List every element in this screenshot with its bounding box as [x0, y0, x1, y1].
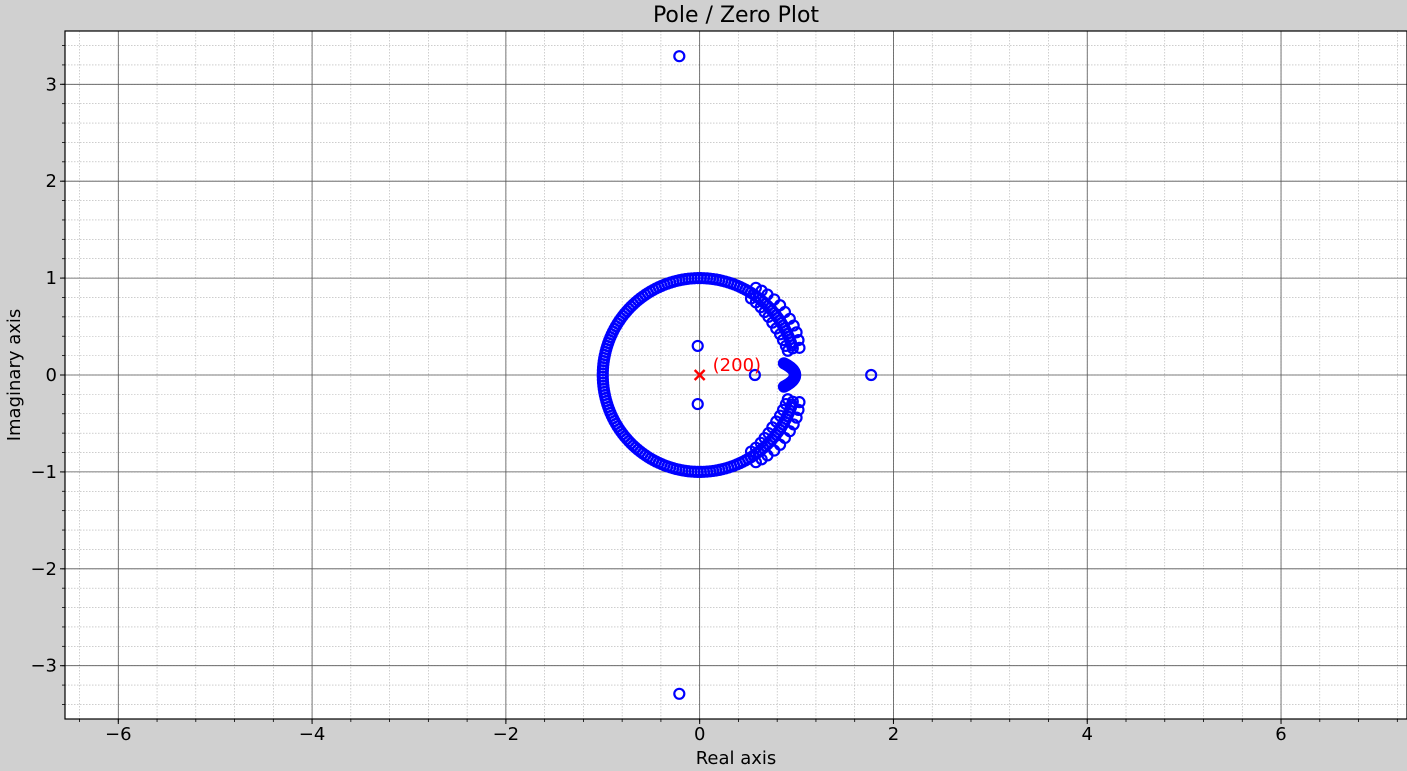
zero-marker — [673, 50, 686, 63]
x-tick-label: −6 — [105, 724, 132, 745]
poles-layer: (200) — [693, 355, 761, 381]
zero-marker-outer-arc — [792, 403, 805, 416]
zero-marker-inner-arc — [776, 403, 790, 416]
x-axis-label: Real axis — [696, 748, 777, 769]
y-tick-label: 1 — [46, 268, 57, 289]
zero-marker — [691, 397, 704, 411]
y-tick-label: 3 — [46, 74, 57, 95]
zero-marker-band — [777, 357, 791, 370]
tick-labels: −6 −4 −2 0 2 4 6 −3 −2 −1 0 1 2 3 — [30, 45, 1398, 745]
y-tick-label: −3 — [30, 656, 57, 677]
x-tick-label: −2 — [493, 724, 520, 745]
zero-marker-inner-arc — [773, 328, 787, 341]
zero-marker-outer-arc — [787, 418, 800, 431]
zero-marker-outer-arc — [787, 319, 800, 332]
pole-multiplicity-label: (200) — [713, 355, 761, 376]
x-tick-label: 6 — [1275, 724, 1286, 745]
y-tick-label: −1 — [30, 462, 57, 483]
y-tick-label: 2 — [46, 171, 57, 192]
y-tick-label: −2 — [30, 559, 57, 580]
zero-marker — [673, 687, 686, 700]
y-axis-label: Imaginary axis — [4, 309, 25, 442]
x-tick-label: 2 — [888, 724, 899, 745]
zero-marker — [691, 339, 704, 353]
zero-marker-outer-arc — [749, 281, 762, 294]
zero-marker-outer-arc — [749, 456, 762, 469]
zero-marker-outer-arc — [790, 326, 803, 339]
zero-marker-outer-arc — [790, 411, 803, 424]
zero-marker-inner-arc — [773, 409, 787, 422]
x-tick-label: 4 — [1082, 724, 1093, 745]
zeros-layer — [596, 50, 878, 700]
zero-marker-outer-arc — [793, 396, 806, 409]
chart-title: Pole / Zero Plot — [653, 3, 819, 28]
zero-marker-outer-arc — [792, 334, 805, 347]
y-tick-label: 0 — [46, 365, 57, 386]
zero-marker-inner-arc — [776, 334, 790, 347]
zero-marker-inner-arc — [781, 393, 794, 406]
x-tick-label: 0 — [694, 724, 705, 745]
zero-marker-inner-arc — [781, 344, 794, 357]
major-grid — [65, 31, 1407, 719]
zero-marker — [865, 368, 878, 382]
x-tick-label: −4 — [299, 724, 326, 745]
zero-marker — [748, 368, 761, 382]
zero-marker-outer-arc — [793, 341, 806, 354]
pole-marker-stroke — [693, 369, 706, 381]
